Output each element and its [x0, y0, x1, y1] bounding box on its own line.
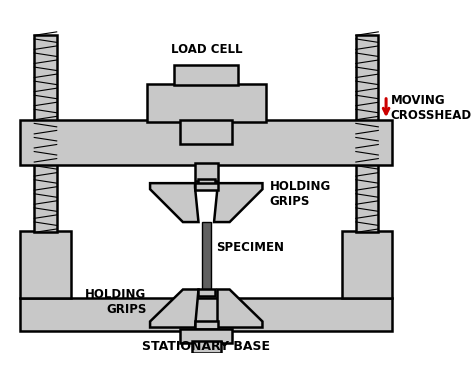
- Bar: [198, 290, 215, 296]
- Text: STATIONARY BASE: STATIONARY BASE: [142, 340, 270, 352]
- Bar: [195, 163, 218, 180]
- Text: HOLDING
GRIPS: HOLDING GRIPS: [269, 180, 331, 208]
- Text: HOLDING
GRIPS: HOLDING GRIPS: [85, 288, 146, 316]
- Bar: [174, 65, 238, 86]
- Bar: [20, 298, 392, 331]
- Bar: [146, 84, 266, 122]
- Bar: [195, 321, 218, 329]
- Bar: [342, 231, 392, 298]
- Bar: [180, 120, 232, 144]
- Bar: [202, 222, 210, 295]
- Polygon shape: [150, 183, 199, 222]
- Bar: [180, 329, 232, 343]
- Bar: [20, 231, 71, 298]
- Text: LOAD CELL: LOAD CELL: [171, 43, 242, 56]
- Bar: [356, 35, 378, 232]
- Polygon shape: [150, 290, 199, 327]
- Bar: [198, 179, 215, 186]
- Polygon shape: [214, 183, 263, 222]
- Bar: [191, 341, 221, 354]
- Bar: [195, 183, 218, 190]
- Text: SPECIMEN: SPECIMEN: [216, 241, 284, 254]
- Bar: [20, 120, 392, 165]
- Bar: [34, 35, 57, 232]
- Text: MOVING
CROSSHEAD: MOVING CROSSHEAD: [391, 94, 472, 122]
- Polygon shape: [218, 290, 263, 327]
